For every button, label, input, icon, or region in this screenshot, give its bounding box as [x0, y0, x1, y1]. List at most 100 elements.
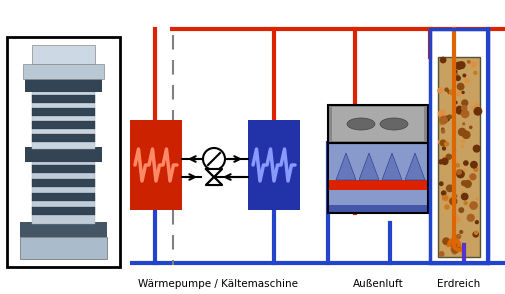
Polygon shape	[206, 169, 222, 177]
Bar	[7, 37, 120, 267]
Polygon shape	[358, 153, 378, 180]
Text: Erdreich: Erdreich	[436, 279, 480, 289]
Bar	[327, 143, 427, 213]
Circle shape	[471, 105, 476, 111]
Circle shape	[473, 107, 481, 116]
Circle shape	[438, 116, 447, 124]
Circle shape	[449, 245, 458, 253]
Circle shape	[437, 109, 445, 118]
Bar	[437, 57, 479, 257]
Bar	[32, 92, 95, 149]
Bar	[130, 120, 182, 210]
Circle shape	[460, 139, 465, 143]
Circle shape	[466, 214, 474, 222]
Circle shape	[456, 83, 464, 91]
Bar	[32, 108, 95, 116]
Bar	[32, 45, 95, 64]
Circle shape	[460, 99, 468, 107]
Circle shape	[440, 127, 444, 131]
Circle shape	[443, 240, 450, 247]
Bar	[327, 143, 427, 213]
Circle shape	[437, 139, 442, 145]
Bar	[32, 165, 95, 173]
Circle shape	[472, 71, 477, 75]
Circle shape	[438, 120, 443, 126]
Circle shape	[453, 61, 462, 70]
Ellipse shape	[346, 118, 374, 130]
Circle shape	[438, 251, 444, 257]
Polygon shape	[404, 153, 424, 180]
Circle shape	[458, 207, 464, 213]
Circle shape	[460, 109, 469, 118]
Text: Wärmepumpe / Kältemaschine: Wärmepumpe / Kältemaschine	[138, 279, 297, 289]
Circle shape	[462, 160, 468, 166]
Circle shape	[437, 159, 443, 165]
Circle shape	[440, 129, 444, 134]
Circle shape	[462, 74, 466, 78]
Circle shape	[439, 139, 446, 146]
Circle shape	[469, 161, 477, 169]
Circle shape	[443, 87, 448, 92]
Bar	[429, 29, 487, 263]
Circle shape	[468, 173, 476, 181]
Text: Außenluft: Außenluft	[352, 279, 402, 289]
Circle shape	[457, 128, 466, 136]
Bar	[247, 120, 299, 210]
Circle shape	[461, 122, 465, 126]
Circle shape	[452, 69, 457, 74]
Ellipse shape	[379, 118, 407, 130]
Circle shape	[463, 180, 471, 188]
Circle shape	[474, 103, 478, 106]
Bar	[327, 180, 427, 190]
Bar	[32, 193, 95, 201]
Circle shape	[472, 167, 478, 172]
Circle shape	[441, 146, 445, 151]
Circle shape	[451, 244, 460, 253]
Circle shape	[468, 126, 472, 129]
Circle shape	[443, 141, 448, 147]
Circle shape	[454, 73, 458, 76]
Circle shape	[470, 61, 476, 68]
Circle shape	[453, 194, 457, 198]
Bar	[32, 95, 95, 103]
Circle shape	[454, 106, 463, 115]
Circle shape	[462, 168, 466, 172]
Bar	[32, 162, 95, 224]
Circle shape	[457, 61, 465, 69]
Circle shape	[468, 201, 477, 210]
Circle shape	[473, 230, 477, 235]
Circle shape	[451, 215, 460, 223]
Circle shape	[448, 89, 454, 95]
Circle shape	[440, 158, 448, 165]
Circle shape	[455, 170, 464, 178]
Circle shape	[458, 230, 463, 234]
Bar	[331, 107, 423, 141]
Circle shape	[474, 220, 478, 224]
Circle shape	[441, 237, 449, 245]
Circle shape	[443, 116, 449, 122]
Circle shape	[440, 190, 445, 196]
Circle shape	[456, 91, 461, 97]
Circle shape	[466, 60, 470, 64]
Circle shape	[460, 180, 466, 186]
Circle shape	[436, 87, 442, 94]
Circle shape	[438, 181, 443, 186]
Circle shape	[454, 75, 460, 81]
Circle shape	[441, 155, 448, 162]
Circle shape	[463, 201, 467, 205]
Circle shape	[461, 91, 464, 94]
Circle shape	[460, 145, 464, 148]
Bar	[32, 179, 95, 187]
Circle shape	[444, 154, 451, 160]
Circle shape	[472, 145, 480, 153]
Polygon shape	[335, 153, 356, 180]
Circle shape	[451, 249, 457, 255]
Circle shape	[461, 131, 470, 139]
Circle shape	[443, 195, 450, 202]
Circle shape	[445, 184, 453, 192]
Bar	[327, 105, 427, 143]
Circle shape	[443, 204, 449, 210]
Circle shape	[455, 234, 461, 239]
Circle shape	[203, 148, 225, 170]
Circle shape	[440, 117, 444, 121]
